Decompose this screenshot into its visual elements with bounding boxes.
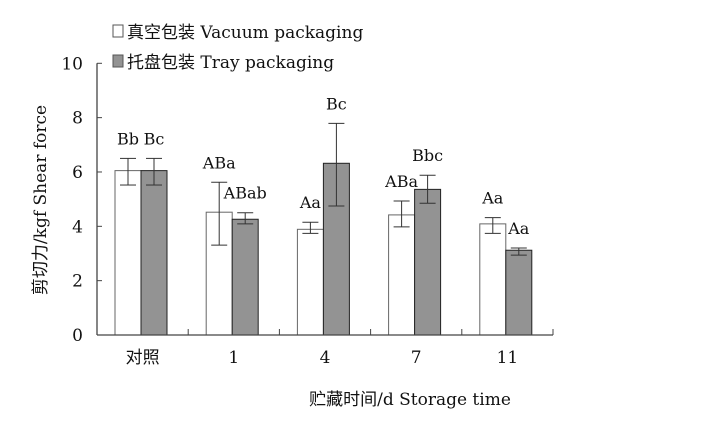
- bar-vacuum: [388, 214, 416, 336]
- y-tick-label: 10: [61, 54, 83, 74]
- error-bar: [237, 212, 254, 225]
- bar-tray: [414, 188, 442, 336]
- significance-label: Bc: [144, 129, 165, 148]
- error-bar: [484, 217, 501, 234]
- y-tick-label: 4: [72, 217, 83, 237]
- x-tick-label: 4: [320, 348, 331, 368]
- error-bar: [302, 221, 319, 234]
- error-bar: [120, 157, 136, 186]
- legend-label-vacuum: 真空包装 Vacuum packaging: [127, 23, 363, 43]
- bar-tray: [231, 218, 259, 336]
- error-bar: [211, 181, 228, 246]
- bar-tray: [140, 170, 168, 336]
- x-tick-label: 1: [228, 348, 239, 368]
- error-bar: [510, 247, 527, 256]
- significance-label: Aa: [507, 219, 530, 238]
- significance-label: ABa: [384, 172, 418, 191]
- significance-label: Bb: [117, 129, 139, 148]
- x-axis-label: 贮藏时间/d Storage time: [309, 390, 511, 410]
- bar-vacuum: [114, 170, 142, 336]
- legend: 真空包装 Vacuum packaging 托盘包装 Tray packagin…: [112, 23, 363, 73]
- error-bar: [393, 200, 410, 228]
- significance-label: Aa: [481, 189, 504, 208]
- error-bar: [146, 157, 162, 186]
- bar-vacuum: [479, 223, 507, 336]
- y-tick-label: 8: [72, 109, 83, 129]
- x-tick-label: 7: [411, 348, 422, 368]
- legend-swatch-vacuum: [112, 24, 124, 38]
- error-bar: [419, 174, 436, 204]
- significance-label: Bc: [326, 94, 347, 113]
- legend-swatch-tray: [112, 54, 124, 68]
- x-tick-label: 对照: [126, 348, 160, 368]
- error-bar: [328, 122, 345, 207]
- significance-label: ABa: [202, 153, 236, 172]
- bar-vacuum: [296, 228, 324, 336]
- y-tick-label: 2: [72, 272, 83, 292]
- legend-label-tray: 托盘包装 Tray packaging: [127, 53, 334, 73]
- y-tick-label: 0: [72, 326, 83, 346]
- y-tick-label: 6: [72, 163, 83, 183]
- significance-label: Aa: [299, 193, 322, 212]
- bar-tray: [505, 249, 533, 336]
- y-axis-label: 剪切力/kgf Shear force: [31, 105, 51, 295]
- significance-label: ABab: [223, 184, 267, 203]
- x-tick-label: 11: [497, 348, 519, 368]
- significance-label: Bbc: [412, 146, 443, 165]
